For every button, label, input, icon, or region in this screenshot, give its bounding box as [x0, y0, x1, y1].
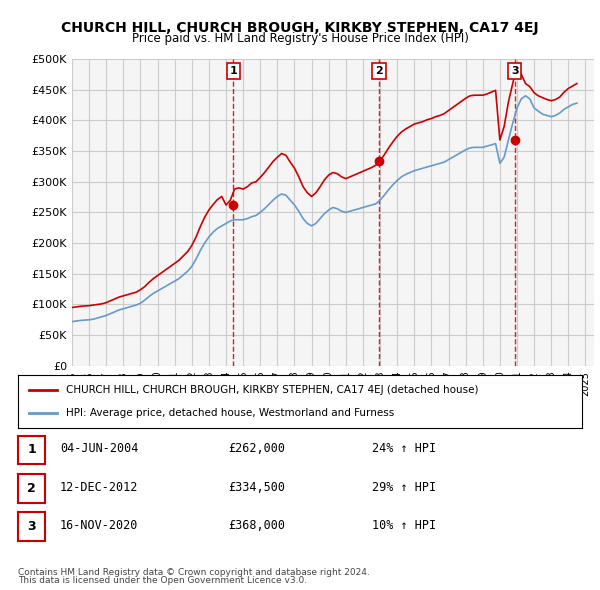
- Text: CHURCH HILL, CHURCH BROUGH, KIRKBY STEPHEN, CA17 4EJ (detached house): CHURCH HILL, CHURCH BROUGH, KIRKBY STEPH…: [66, 385, 478, 395]
- Text: Price paid vs. HM Land Registry's House Price Index (HPI): Price paid vs. HM Land Registry's House …: [131, 32, 469, 45]
- Text: £368,000: £368,000: [228, 519, 285, 532]
- Text: 04-JUN-2004: 04-JUN-2004: [60, 442, 139, 455]
- Text: £334,500: £334,500: [228, 481, 285, 494]
- Text: £262,000: £262,000: [228, 442, 285, 455]
- Text: This data is licensed under the Open Government Licence v3.0.: This data is licensed under the Open Gov…: [18, 576, 307, 585]
- Text: 3: 3: [27, 520, 36, 533]
- Text: 24% ↑ HPI: 24% ↑ HPI: [372, 442, 436, 455]
- Text: 1: 1: [27, 444, 36, 457]
- Text: 29% ↑ HPI: 29% ↑ HPI: [372, 481, 436, 494]
- Text: 1: 1: [230, 66, 237, 76]
- Text: CHURCH HILL, CHURCH BROUGH, KIRKBY STEPHEN, CA17 4EJ: CHURCH HILL, CHURCH BROUGH, KIRKBY STEPH…: [61, 21, 539, 35]
- Text: HPI: Average price, detached house, Westmorland and Furness: HPI: Average price, detached house, West…: [66, 408, 394, 418]
- Text: 16-NOV-2020: 16-NOV-2020: [60, 519, 139, 532]
- Text: 2: 2: [375, 66, 383, 76]
- Text: 12-DEC-2012: 12-DEC-2012: [60, 481, 139, 494]
- Text: 2: 2: [27, 482, 36, 495]
- Text: Contains HM Land Registry data © Crown copyright and database right 2024.: Contains HM Land Registry data © Crown c…: [18, 568, 370, 577]
- Text: 10% ↑ HPI: 10% ↑ HPI: [372, 519, 436, 532]
- Text: 3: 3: [511, 66, 518, 76]
